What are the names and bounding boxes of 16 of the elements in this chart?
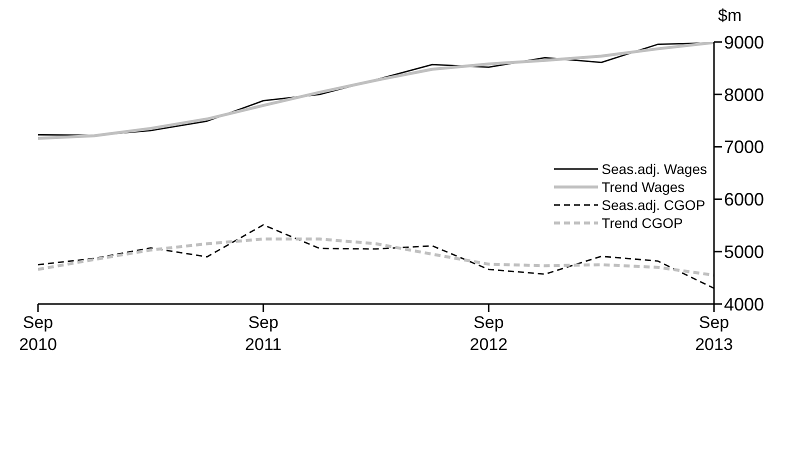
x-tick-label: Sep 2011 xyxy=(245,313,282,354)
x-tick-label: Sep 2010 xyxy=(19,313,57,354)
legend-label: Trend Wages xyxy=(602,179,685,195)
legend-label: Trend CGOP xyxy=(602,215,683,231)
line-series xyxy=(38,238,714,277)
y-tick-label: 6000 xyxy=(724,190,764,210)
y-tick-label: 9000 xyxy=(724,32,764,52)
x-tick-label: Sep 2013 xyxy=(695,313,733,354)
y-tick-label: 4000 xyxy=(724,294,764,314)
legend-label: Seas.adj. CGOP xyxy=(602,197,706,213)
x-tick-label: Sep 2012 xyxy=(470,313,508,354)
y-tick-label: 8000 xyxy=(724,84,764,105)
y-tick-label: 7000 xyxy=(724,137,764,158)
y-tick-label: 5000 xyxy=(724,242,764,262)
legend-label: Seas.adj. Wages xyxy=(602,161,707,177)
y-axis-title: $m xyxy=(718,6,742,26)
